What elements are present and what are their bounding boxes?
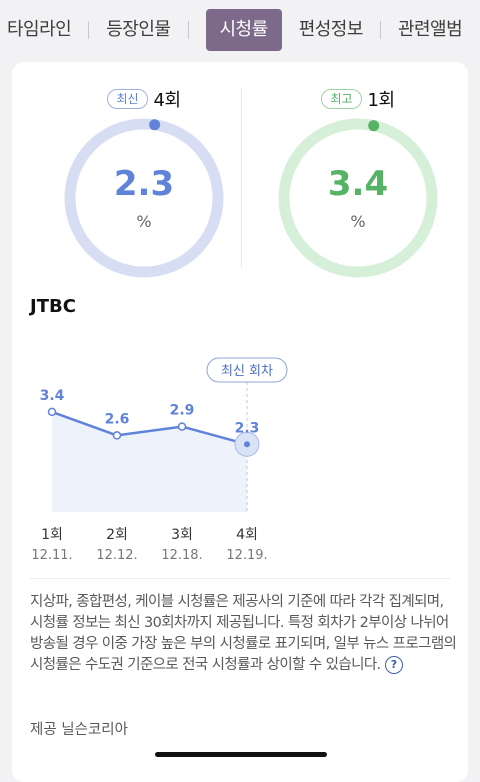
- chart-point: [177, 422, 187, 431]
- chart-data-label: 3.4: [40, 388, 65, 404]
- best-rating-value: 3.4: [327, 164, 389, 204]
- latest-episode: 4회: [153, 90, 182, 111]
- best-ring-progress: [368, 120, 380, 132]
- chart-x-tick-episode: 3회: [171, 527, 193, 543]
- tab-timeline[interactable]: 타임라인: [7, 19, 72, 40]
- data-provider: 제공 닐슨코리아: [30, 722, 128, 738]
- chart-data-label: 2.3: [235, 420, 260, 436]
- tab-ratings[interactable]: 시청률: [205, 9, 282, 51]
- help-icon[interactable]: ?: [384, 656, 403, 674]
- latest-rating-header: 최신 4회: [64, 86, 224, 112]
- latest-rating-ring: [64, 118, 224, 278]
- channel-name: JTBC: [30, 296, 76, 317]
- tab-schedule[interactable]: 편성정보: [298, 19, 364, 40]
- ratings-notice: 지상파, 종합편성, 케이블 시청률은 제공사의 기준에 따라 각각 집계되며,…: [30, 592, 458, 676]
- section-divider: [30, 578, 450, 579]
- latest-episode-tag: 최신 회차: [221, 364, 273, 379]
- chart-x-tick-date: 12.18.: [161, 548, 202, 563]
- tab-cast[interactable]: 등장인물: [106, 19, 171, 40]
- best-rating-ring: [278, 118, 438, 278]
- chart-data-label: 2.6: [105, 411, 130, 427]
- latest-rating-value: 2.3: [113, 164, 175, 204]
- tab-albums[interactable]: 관련앨범: [397, 19, 463, 40]
- chart-x-tick-episode: 1회: [41, 527, 63, 543]
- latest-rating-unit: %: [136, 212, 152, 231]
- ratings-chart: 3.4 1회 12.11. 2.6 2회 12.12. 2.9 3회 12.18. 2.3 4회 12…: [31, 357, 288, 563]
- best-episode: 1회: [367, 90, 396, 111]
- chart-x-tick-date: 12.19.: [226, 548, 267, 563]
- best-rating: 최고 1회 3.4 %: [278, 86, 438, 278]
- best-badge: 최고: [321, 89, 362, 109]
- tab-bar: 타임라인 등장인물 시청률 편성정보 관련앨범: [0, 0, 480, 60]
- chart-x-tick-date: 12.11.: [31, 548, 72, 563]
- chart-x-tick-episode: 4회: [236, 527, 258, 543]
- tab-divider: [379, 21, 381, 39]
- chart-point: [112, 431, 122, 440]
- chart-area-fill: [52, 411, 247, 512]
- chart-data-label: 2.9: [170, 403, 195, 419]
- best-rating-unit: %: [350, 212, 366, 231]
- chart-x-tick-date: 12.12.: [96, 548, 137, 563]
- chart-point: [244, 441, 250, 448]
- latest-rating: 최신 4회 2.3 %: [64, 86, 224, 278]
- latest-badge: 최신: [107, 89, 148, 109]
- latest-ring-track: [64, 118, 224, 278]
- chart-series-line: [51, 410, 248, 446]
- ratings-card: 최신 4회 2.3 % 최고 1회 3.4 % JTBC 3.4 1회 12.11.…: [12, 62, 468, 782]
- ratings-notice-text: 지상파, 종합편성, 케이블 시청률은 제공사의 기준에 따라 각각 집계되며,…: [30, 594, 457, 673]
- home-indicator: [155, 752, 327, 757]
- best-ring-track: [278, 118, 438, 278]
- chart-point: [47, 407, 57, 417]
- latest-episode-tag-box: [206, 357, 288, 383]
- chart-x-tick-episode: 2회: [106, 527, 128, 543]
- latest-ring-progress: [149, 119, 161, 131]
- tab-divider: [88, 21, 90, 39]
- tab-divider: [187, 21, 189, 39]
- best-rating-header: 최고 1회: [278, 86, 438, 112]
- rating-divider: [241, 88, 242, 268]
